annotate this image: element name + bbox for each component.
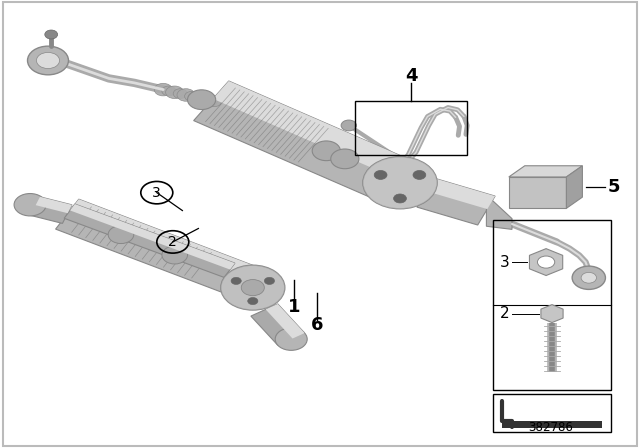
Polygon shape <box>266 304 305 339</box>
Circle shape <box>207 97 221 107</box>
Circle shape <box>154 83 172 96</box>
Text: 4: 4 <box>405 67 417 85</box>
Text: 6: 6 <box>310 316 323 334</box>
Circle shape <box>200 94 218 107</box>
Circle shape <box>188 90 216 109</box>
Circle shape <box>538 256 555 268</box>
Circle shape <box>173 89 188 99</box>
Circle shape <box>363 157 437 209</box>
Bar <box>502 421 602 428</box>
Polygon shape <box>529 249 563 276</box>
Text: 5: 5 <box>608 178 621 196</box>
Text: 3: 3 <box>500 254 509 270</box>
Bar <box>355 101 467 155</box>
Polygon shape <box>68 199 258 281</box>
Polygon shape <box>70 204 235 270</box>
Polygon shape <box>56 199 258 297</box>
Circle shape <box>221 265 285 310</box>
Circle shape <box>196 94 210 104</box>
Circle shape <box>341 120 356 131</box>
Polygon shape <box>426 178 495 209</box>
Circle shape <box>264 277 275 284</box>
Circle shape <box>394 194 406 203</box>
Bar <box>493 394 611 432</box>
Text: 382786: 382786 <box>528 421 573 435</box>
Circle shape <box>14 194 46 216</box>
Polygon shape <box>541 305 563 323</box>
Circle shape <box>248 297 258 305</box>
Circle shape <box>312 141 340 161</box>
Circle shape <box>177 89 195 101</box>
Circle shape <box>572 266 605 289</box>
Bar <box>509 177 566 208</box>
Text: 1: 1 <box>288 298 301 316</box>
Polygon shape <box>64 204 235 277</box>
Circle shape <box>374 171 387 180</box>
Polygon shape <box>251 304 305 345</box>
Circle shape <box>28 46 68 75</box>
Polygon shape <box>194 81 414 201</box>
Circle shape <box>581 272 596 283</box>
Circle shape <box>184 91 198 101</box>
Polygon shape <box>566 166 582 208</box>
Circle shape <box>221 265 285 310</box>
Polygon shape <box>36 197 72 213</box>
Circle shape <box>36 52 60 69</box>
Circle shape <box>231 277 241 284</box>
Circle shape <box>108 226 134 244</box>
Circle shape <box>331 149 359 169</box>
Circle shape <box>363 157 437 209</box>
Circle shape <box>162 86 176 96</box>
Polygon shape <box>213 81 414 180</box>
Polygon shape <box>417 178 495 225</box>
Polygon shape <box>486 195 512 229</box>
Text: 2: 2 <box>168 235 177 249</box>
Text: 2: 2 <box>500 306 509 321</box>
Circle shape <box>162 246 188 264</box>
Circle shape <box>166 86 184 99</box>
Text: 3: 3 <box>152 185 161 200</box>
Circle shape <box>413 171 426 180</box>
Polygon shape <box>31 197 72 224</box>
Circle shape <box>188 91 206 104</box>
Circle shape <box>45 30 58 39</box>
Bar <box>493 220 611 390</box>
Polygon shape <box>509 166 582 177</box>
Circle shape <box>275 328 307 350</box>
Circle shape <box>241 280 264 296</box>
